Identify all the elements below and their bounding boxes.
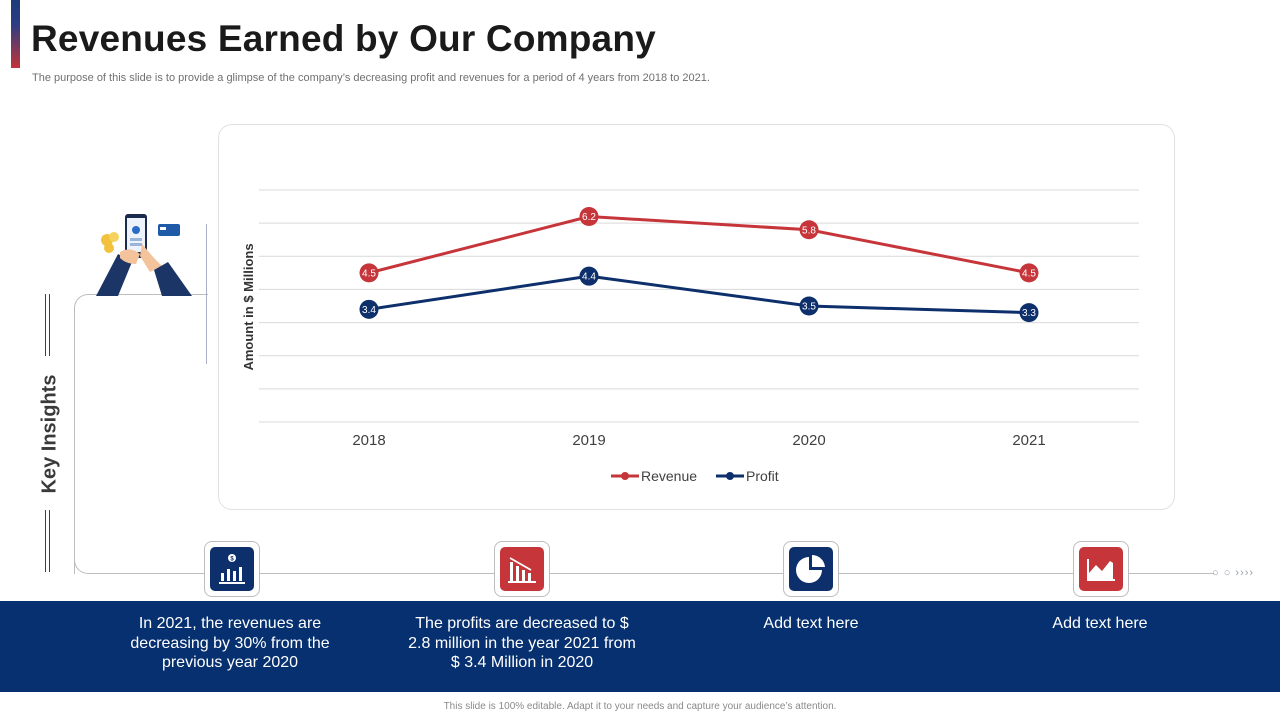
timeline-end-arrows: ○ ○ ›››› (1212, 567, 1255, 579)
area-chart-icon (1087, 559, 1115, 581)
title-accent-bar (11, 0, 20, 68)
data-label-revenue: 4.5 (362, 268, 376, 279)
pie-chart-icon (796, 554, 825, 583)
side-decor-top (45, 294, 50, 356)
footer-note: This slide is 100% editable. Adapt it to… (443, 701, 837, 712)
legend-marker-revenue (621, 472, 629, 480)
insight-3-text: Add text here (763, 615, 859, 632)
insights-connector (74, 294, 208, 574)
data-point-profit (579, 266, 599, 286)
page-title: Revenues Earned by Our Company (31, 18, 656, 59)
insight-3-icon-box (783, 541, 839, 597)
data-label-revenue: 4.5 (1022, 268, 1036, 279)
data-point-profit (359, 299, 379, 319)
data-label-profit: 3.3 (1022, 308, 1036, 319)
x-tick-label: 2019 (572, 432, 605, 449)
line-chart: Amount in $ Millions 2018 2019 2020 2021 4.… (241, 189, 1139, 484)
insight-4-icon-box (1073, 541, 1129, 597)
data-point-profit (799, 296, 819, 316)
data-point-revenue (359, 263, 379, 283)
x-tick-label: 2018 (352, 432, 385, 449)
page-subtitle: The purpose of this slide is to provide … (32, 72, 710, 84)
legend-label-revenue: Revenue (641, 468, 697, 484)
insight-1-text: In 2021, the revenues are decreasing by … (130, 615, 330, 671)
insights-band (0, 601, 1280, 692)
key-insights-label: Key Insights (38, 374, 61, 494)
x-tick-label: 2020 (792, 432, 825, 449)
data-point-revenue (579, 207, 599, 227)
data-point-revenue (1019, 263, 1039, 283)
svg-text:$: $ (230, 557, 234, 563)
declining-bar-chart-icon (508, 557, 536, 583)
legend-label-profit: Profit (746, 468, 779, 484)
series-line-profit (368, 274, 1030, 315)
insight-1-icon-box: $ (204, 541, 260, 597)
series-line-revenue (368, 215, 1030, 275)
insight-2-text: The profits are decreased to $ 2.8 milli… (408, 615, 636, 671)
insight-4-text: Add text here (1052, 615, 1148, 632)
side-decor-bottom (45, 510, 50, 572)
data-label-profit: 3.5 (802, 302, 816, 313)
y-axis-label: Amount in $ Millions (241, 243, 256, 370)
data-label-profit: 4.4 (582, 272, 596, 283)
data-point-profit (1019, 303, 1039, 323)
insight-2-icon-box (494, 541, 550, 597)
data-label-revenue: 6.2 (582, 212, 596, 223)
illustration-divider (206, 224, 207, 364)
mobile-payment-illustration (96, 214, 192, 296)
chart-card: Amount in $ Millions 2018 2019 2020 2021 4.… (218, 124, 1175, 510)
data-label-profit: 3.4 (362, 305, 376, 316)
x-tick-label: 2021 (1012, 432, 1045, 449)
money-bar-chart-icon: $ (219, 554, 245, 584)
data-label-revenue: 5.8 (802, 225, 816, 236)
legend-marker-profit (726, 472, 734, 480)
data-point-revenue (799, 220, 819, 240)
